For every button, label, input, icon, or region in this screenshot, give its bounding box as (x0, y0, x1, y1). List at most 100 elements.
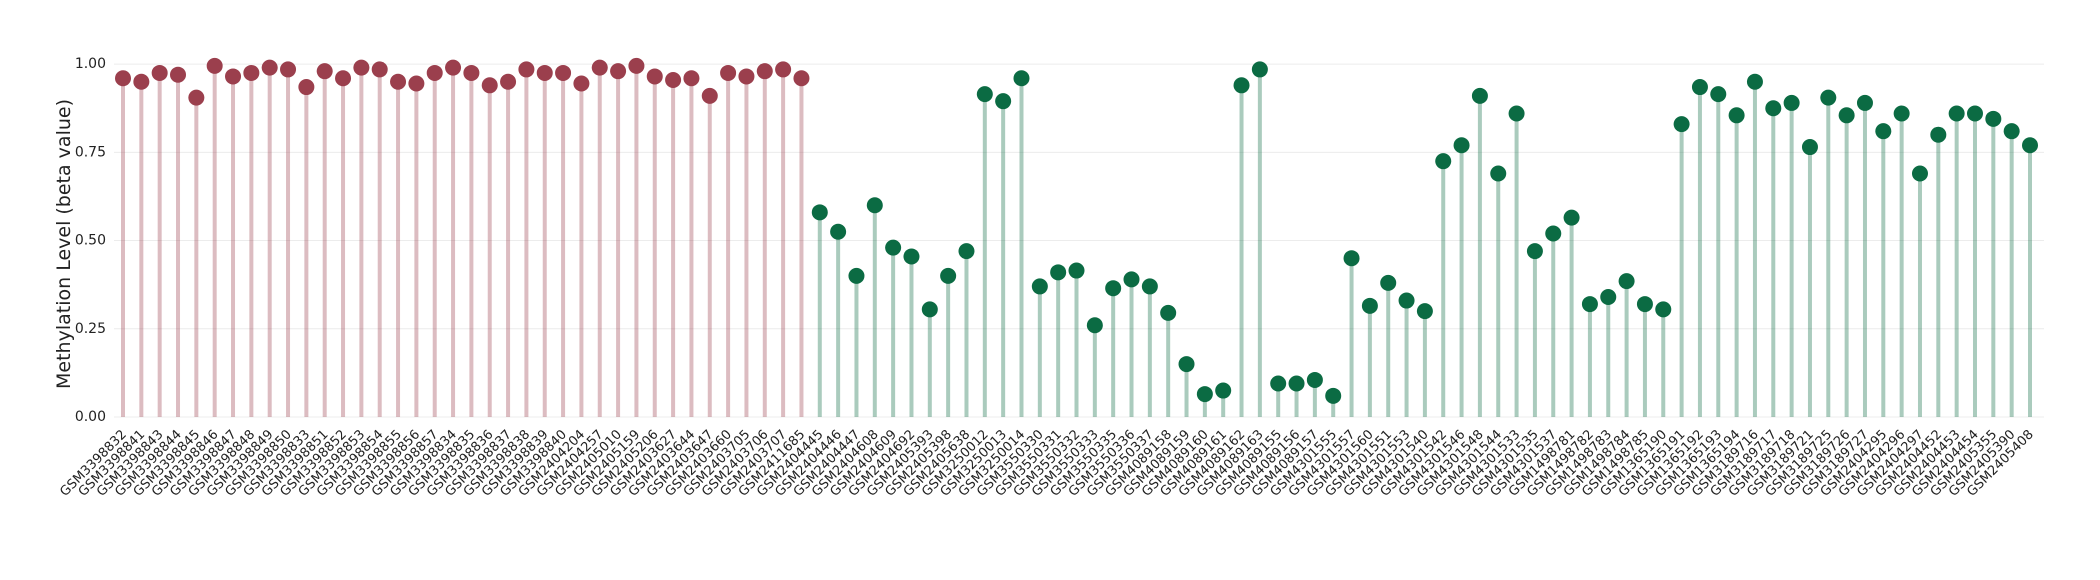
dot (335, 70, 352, 87)
dot (720, 64, 737, 81)
dot (940, 267, 957, 284)
dot (1691, 79, 1708, 96)
dot (1141, 278, 1158, 295)
dot (1856, 94, 1873, 111)
dot (371, 61, 388, 78)
dot (1490, 165, 1507, 182)
dot (445, 59, 462, 76)
dot (1765, 100, 1782, 117)
dot (1636, 296, 1653, 313)
dot (775, 61, 792, 78)
dot (298, 79, 315, 96)
dot (188, 89, 205, 106)
dot (1270, 375, 1287, 392)
dot (701, 87, 718, 104)
dot (2022, 137, 2038, 154)
dot (1105, 280, 1122, 297)
dot (1050, 264, 1067, 281)
dot (1948, 105, 1965, 122)
dot (610, 63, 627, 80)
dot (1893, 105, 1910, 122)
dot (1453, 137, 1470, 154)
dot (885, 239, 902, 256)
dot (353, 59, 370, 76)
dot (921, 301, 938, 318)
dot (830, 223, 847, 240)
dot (261, 59, 278, 76)
dot (1086, 317, 1103, 334)
dot (665, 71, 682, 88)
dot (1911, 165, 1928, 182)
dot (1930, 126, 1947, 143)
dot (1618, 273, 1635, 290)
dot (536, 64, 553, 81)
dot (756, 63, 773, 80)
dot (811, 204, 828, 221)
dot (1288, 375, 1305, 392)
dot (1215, 382, 1232, 399)
dot (1343, 250, 1360, 267)
dot (1416, 303, 1433, 320)
dot (243, 64, 260, 81)
dot (225, 68, 242, 85)
dot (995, 93, 1012, 110)
dot (1196, 386, 1213, 403)
dot (390, 73, 407, 90)
dot (1545, 225, 1562, 242)
y-tick-label: 0.50 (75, 233, 106, 249)
dot (1746, 73, 1763, 90)
dot (170, 66, 187, 83)
dot (1508, 105, 1525, 122)
dot (1820, 89, 1837, 106)
dot (1966, 105, 1983, 122)
dot (1600, 289, 1617, 306)
dot (1563, 209, 1580, 226)
dot (683, 70, 700, 87)
dot (1178, 356, 1195, 373)
y-axis-label: Methylation Level (beta value) (53, 99, 75, 389)
dot (426, 64, 443, 81)
dot (976, 86, 993, 103)
dot (133, 73, 150, 90)
dot (1783, 94, 1800, 111)
dot (1123, 271, 1140, 288)
y-tick-label: 0.75 (75, 144, 106, 160)
dot (1471, 87, 1488, 104)
dot (1581, 296, 1598, 313)
dot (151, 64, 168, 81)
dot (793, 70, 810, 87)
dot (555, 64, 572, 81)
dot (316, 63, 333, 80)
dot (1398, 292, 1415, 309)
dot (408, 75, 425, 92)
dot (115, 70, 131, 87)
dot (1838, 107, 1855, 124)
dot (1655, 301, 1672, 318)
dot (1361, 297, 1378, 314)
dot (1435, 153, 1452, 170)
dot (2003, 123, 2020, 140)
dot (500, 73, 517, 90)
dot (1306, 371, 1323, 388)
dot (573, 75, 590, 92)
dot (903, 248, 920, 265)
dot (646, 68, 663, 85)
y-tick-label: 0.00 (75, 409, 106, 425)
dot (1233, 77, 1250, 94)
dot (1160, 304, 1177, 321)
dot (481, 77, 498, 94)
dot (1526, 243, 1543, 260)
dot (1380, 274, 1397, 291)
dot (848, 267, 865, 284)
dot (206, 57, 223, 74)
dot (1325, 387, 1342, 404)
dot (1013, 70, 1030, 87)
dot (958, 243, 975, 260)
dot (1031, 278, 1048, 295)
dot (1251, 61, 1268, 78)
dot (518, 61, 535, 78)
dot (1875, 123, 1892, 140)
dot (738, 68, 755, 85)
